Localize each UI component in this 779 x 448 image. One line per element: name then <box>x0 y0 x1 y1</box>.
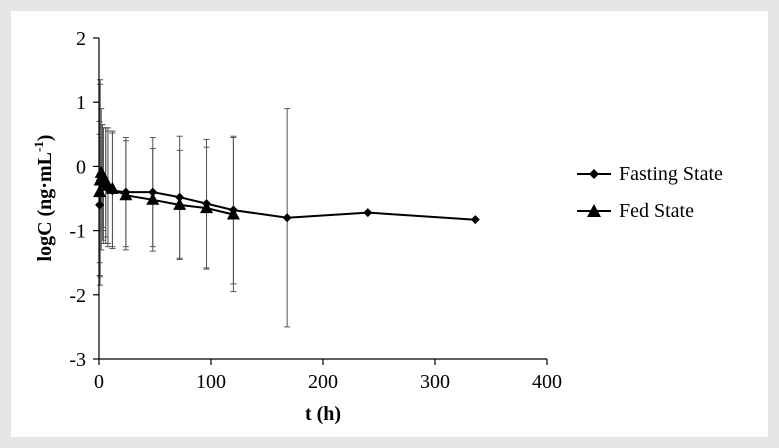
legend-marker-fed <box>587 204 601 217</box>
y-axis-title-main: logC (ng·mL <box>34 152 56 261</box>
y-tick-label: 1 <box>76 92 86 114</box>
y-axis-title: logC (ng·mL-1) <box>31 135 56 262</box>
series-line-fed <box>98 172 234 216</box>
legend-marker-fasting <box>589 169 599 179</box>
y-axis-title-close: ) <box>34 135 56 142</box>
data-point-fed <box>119 188 133 201</box>
y-axis-title-superscript: -1 <box>31 141 46 152</box>
y-tick-label: 0 <box>76 156 86 178</box>
data-point-fed <box>105 181 119 194</box>
data-point-fasting <box>363 208 373 218</box>
data-point-fasting <box>148 187 158 197</box>
axis-ticks: 0 100 200 300 400 -3 -2 -1 0 1 2 <box>69 28 562 393</box>
data-point-fasting <box>175 192 185 202</box>
x-tick-label: 300 <box>420 371 450 393</box>
x-tick-label: 0 <box>94 371 104 393</box>
line-chart: 0 100 200 300 400 -3 -2 -1 0 1 2 t (h) logC (ng·mL… <box>31 28 723 425</box>
data-point-fed <box>200 201 214 214</box>
axes <box>98 38 547 360</box>
data-point-fasting <box>470 215 480 225</box>
x-tick-label: 400 <box>532 371 562 393</box>
data-point-fasting <box>282 213 292 223</box>
error-bars <box>96 79 291 328</box>
data-point-fed <box>226 207 240 220</box>
data-point-fed <box>146 192 160 205</box>
x-tick-label: 200 <box>308 371 338 393</box>
legend-label-fed: Fed State <box>619 200 694 222</box>
x-axis-title: t (h) <box>305 403 341 425</box>
legend: Fasting State Fed State <box>577 163 723 222</box>
y-tick-label: -3 <box>69 349 86 371</box>
y-tick-label: 2 <box>76 28 86 50</box>
y-tick-label: -2 <box>69 285 86 307</box>
x-tick-label: 100 <box>196 371 226 393</box>
legend-label-fasting: Fasting State <box>619 163 723 185</box>
chart-panel: 0 100 200 300 400 -3 -2 -1 0 1 2 t (h) logC (ng·mL… <box>11 11 768 437</box>
y-tick-label: -1 <box>69 221 86 243</box>
data-point-fed <box>173 197 187 210</box>
